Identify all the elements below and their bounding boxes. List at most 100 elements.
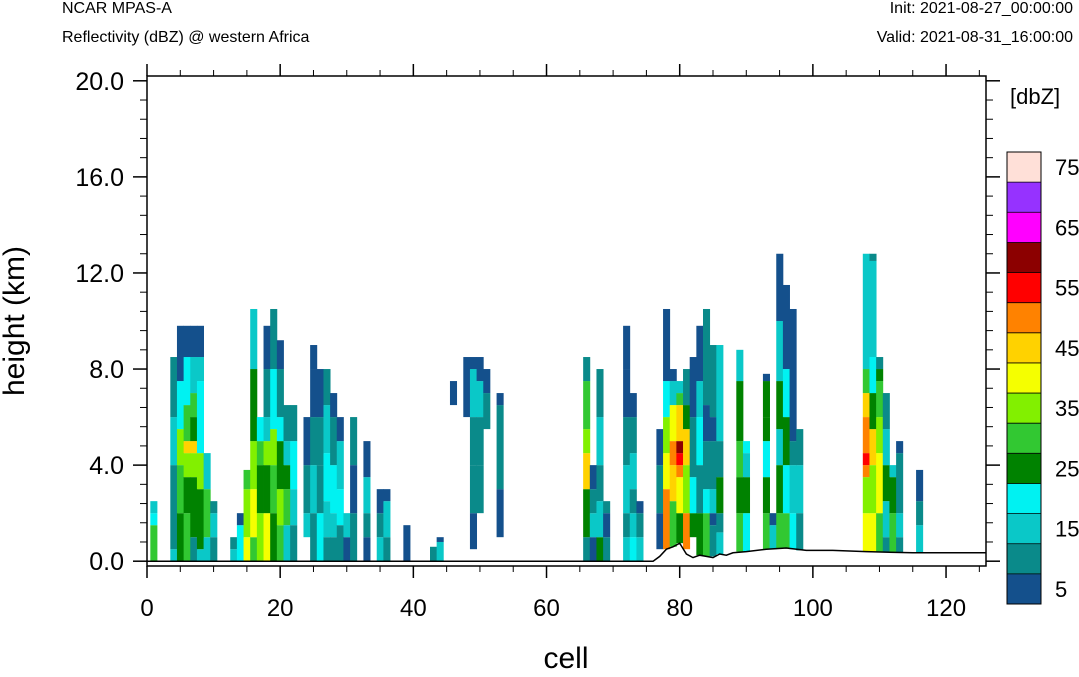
reflectivity-cell [250,537,258,562]
reflectivity-cell [769,513,777,526]
reflectivity-cell [676,393,684,406]
colorbar-swatch [1007,302,1041,334]
model-title: NCAR MPAS-A [62,0,172,17]
init-time: Init: 2021-08-27_00:00:00 [889,0,1073,17]
reflectivity-cell [376,489,384,514]
reflectivity-cell [676,441,684,454]
reflectivity-cell [683,369,691,406]
reflectivity-cell [283,465,291,490]
reflectivity-cell [862,393,870,418]
colorbar-swatch [1007,423,1041,454]
reflectivity-cell [623,369,631,418]
reflectivity-cell [263,441,271,466]
reflectivity-cell [376,513,384,538]
reflectivity-cell [869,357,877,394]
x-tick-label: 80 [666,595,693,622]
reflectivity-cell [676,477,684,514]
reflectivity-cell [310,513,318,562]
reflectivity-cell [196,357,204,382]
reflectivity-cell [436,537,444,542]
reflectivity-cell [789,441,797,466]
reflectivity-cell [716,441,724,478]
reflectivity-cell [263,369,271,418]
reflectivity-cell [663,308,671,382]
reflectivity-cell [583,381,591,430]
reflectivity-cell [869,393,877,430]
reflectivity-cell [183,477,191,514]
reflectivity-cell [896,537,904,553]
reflectivity-cell [263,417,271,442]
reflectivity-cell [190,537,198,562]
reflectivity-cell [583,453,591,490]
reflectivity-cell [256,513,264,562]
reflectivity-cell [676,381,684,394]
reflectivity-cell [769,525,777,550]
reflectivity-cell [603,513,611,538]
reflectivity-cell [190,325,198,358]
colorbar-swatch [1007,332,1041,364]
reflectivity-cell [316,465,324,514]
reflectivity-cell [709,489,717,514]
reflectivity-cell [636,501,644,514]
reflectivity-cell [889,465,897,478]
reflectivity-cell [689,357,697,418]
colorbar-swatch [1007,543,1041,575]
reflectivity-cell [263,465,271,514]
reflectivity-cell [270,369,278,430]
reflectivity-cell [603,537,611,562]
colorbar-tick-label: 35 [1055,396,1079,421]
reflectivity-cell [596,369,604,418]
reflectivity-cell [463,357,471,418]
x-tick-label: 0 [140,595,153,622]
reflectivity-cell [483,393,491,430]
reflectivity-cell [176,429,185,466]
reflectivity-cell [330,465,338,514]
reflectivity-cell [716,477,724,514]
reflectivity-cell [862,253,870,370]
reflectivity-cell [782,417,790,466]
reflectivity-cell [170,357,178,418]
reflectivity-cell [469,513,478,550]
reflectivity-cell [270,429,278,466]
reflectivity-cell [476,465,484,514]
reflectivity-cell [762,381,770,418]
reflectivity-cell [742,453,751,478]
colorbar-swatch [1007,393,1041,424]
reflectivity-cell [469,465,478,514]
colorbar-swatch [1007,152,1041,183]
reflectivity-cell [376,537,384,562]
reflectivity-cell [663,381,671,418]
reflectivity-cell [469,357,478,370]
reflectivity-cell [916,469,924,502]
reflectivity-cells [150,253,924,562]
y-tick-label: 4.0 [89,452,124,480]
reflectivity-cell [676,513,684,544]
reflectivity-cell [276,340,284,370]
reflectivity-cell [190,453,198,478]
colorbar-swatch [1007,212,1041,243]
reflectivity-cell [250,369,258,442]
reflectivity-cell [636,513,644,538]
reflectivity-cell [323,501,331,538]
reflectivity-cell [869,513,877,552]
reflectivity-cell [243,537,251,562]
reflectivity-cell [596,417,604,466]
reflectivity-cell [862,465,870,478]
reflectivity-cell [236,513,244,526]
reflectivity-cell [483,369,491,394]
reflectivity-cell [696,513,704,556]
reflectivity-cell [669,381,677,406]
reflectivity-cell [436,541,444,562]
reflectivity-cell [603,501,611,514]
reflectivity-cell [782,513,790,548]
reflectivity-cell [250,441,258,490]
reflectivity-cell [762,373,770,382]
reflectivity-cell [796,429,804,466]
reflectivity-cell [683,429,691,466]
reflectivity-cell [696,325,704,382]
reflectivity-cell [150,513,158,526]
reflectivity-cell [789,513,797,550]
reflectivity-cell [762,441,770,478]
reflectivity-cell [256,465,264,514]
reflectivity-cell [689,417,697,478]
